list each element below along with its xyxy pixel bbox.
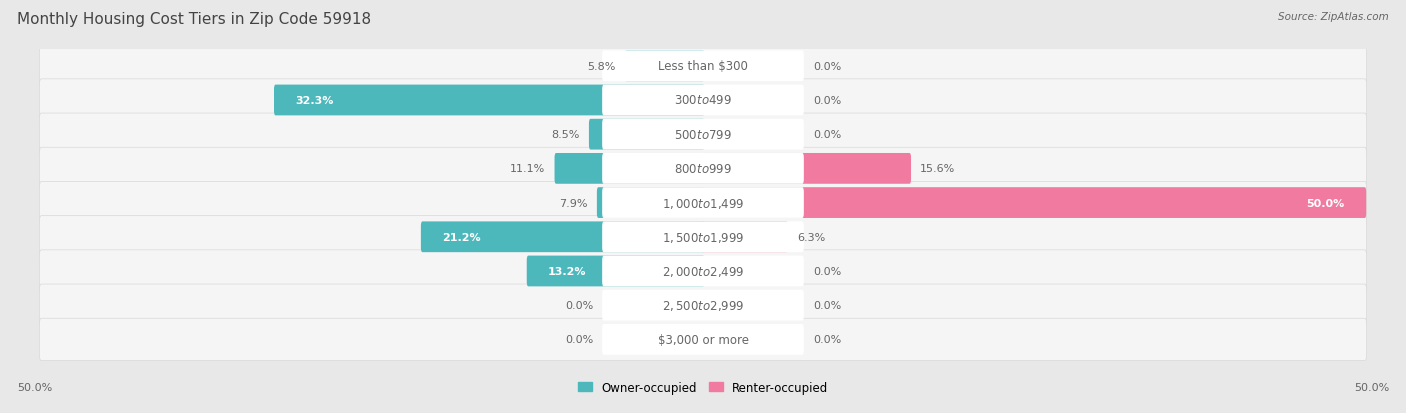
- Text: 32.3%: 32.3%: [295, 96, 333, 106]
- Text: 8.5%: 8.5%: [551, 130, 579, 140]
- FancyBboxPatch shape: [702, 188, 1367, 218]
- Text: 6.3%: 6.3%: [797, 232, 825, 242]
- FancyBboxPatch shape: [527, 256, 704, 287]
- FancyBboxPatch shape: [602, 188, 804, 218]
- Text: Source: ZipAtlas.com: Source: ZipAtlas.com: [1278, 12, 1389, 22]
- FancyBboxPatch shape: [702, 222, 787, 253]
- Text: $3,000 or more: $3,000 or more: [658, 333, 748, 346]
- FancyBboxPatch shape: [39, 80, 1367, 122]
- Text: 50.0%: 50.0%: [17, 382, 52, 392]
- Text: Less than $300: Less than $300: [658, 60, 748, 73]
- Text: 0.0%: 0.0%: [565, 335, 593, 344]
- FancyBboxPatch shape: [39, 148, 1367, 190]
- Text: 0.0%: 0.0%: [813, 300, 841, 311]
- Text: Monthly Housing Cost Tiers in Zip Code 59918: Monthly Housing Cost Tiers in Zip Code 5…: [17, 12, 371, 27]
- Text: 50.0%: 50.0%: [1306, 198, 1344, 208]
- Text: 0.0%: 0.0%: [813, 335, 841, 344]
- FancyBboxPatch shape: [420, 222, 704, 253]
- Text: $300 to $499: $300 to $499: [673, 94, 733, 107]
- FancyBboxPatch shape: [554, 154, 704, 184]
- Text: 0.0%: 0.0%: [813, 96, 841, 106]
- FancyBboxPatch shape: [702, 154, 911, 184]
- FancyBboxPatch shape: [598, 188, 704, 218]
- Text: 21.2%: 21.2%: [443, 232, 481, 242]
- FancyBboxPatch shape: [39, 250, 1367, 292]
- FancyBboxPatch shape: [602, 324, 804, 355]
- Text: 13.2%: 13.2%: [548, 266, 586, 276]
- Text: 11.1%: 11.1%: [510, 164, 546, 174]
- Text: $1,500 to $1,999: $1,500 to $1,999: [662, 230, 744, 244]
- Text: $500 to $799: $500 to $799: [673, 128, 733, 141]
- Text: 5.8%: 5.8%: [588, 62, 616, 71]
- Text: 0.0%: 0.0%: [565, 300, 593, 311]
- Legend: Owner-occupied, Renter-occupied: Owner-occupied, Renter-occupied: [572, 376, 834, 399]
- Text: 0.0%: 0.0%: [813, 130, 841, 140]
- FancyBboxPatch shape: [602, 222, 804, 253]
- FancyBboxPatch shape: [602, 154, 804, 184]
- FancyBboxPatch shape: [602, 290, 804, 321]
- Text: 0.0%: 0.0%: [813, 266, 841, 276]
- FancyBboxPatch shape: [602, 51, 804, 82]
- Text: $1,000 to $1,499: $1,000 to $1,499: [662, 196, 744, 210]
- FancyBboxPatch shape: [39, 45, 1367, 88]
- FancyBboxPatch shape: [602, 85, 804, 116]
- FancyBboxPatch shape: [39, 216, 1367, 258]
- FancyBboxPatch shape: [39, 318, 1367, 361]
- FancyBboxPatch shape: [39, 114, 1367, 156]
- Text: $2,500 to $2,999: $2,500 to $2,999: [662, 299, 744, 312]
- Text: 15.6%: 15.6%: [920, 164, 955, 174]
- Text: 50.0%: 50.0%: [1354, 382, 1389, 392]
- Text: 0.0%: 0.0%: [813, 62, 841, 71]
- FancyBboxPatch shape: [39, 285, 1367, 327]
- FancyBboxPatch shape: [274, 85, 704, 116]
- FancyBboxPatch shape: [602, 119, 804, 150]
- FancyBboxPatch shape: [589, 119, 704, 150]
- Text: 7.9%: 7.9%: [560, 198, 588, 208]
- FancyBboxPatch shape: [39, 182, 1367, 224]
- Text: $800 to $999: $800 to $999: [673, 162, 733, 176]
- Text: $2,000 to $2,499: $2,000 to $2,499: [662, 264, 744, 278]
- FancyBboxPatch shape: [602, 256, 804, 287]
- FancyBboxPatch shape: [624, 51, 704, 82]
